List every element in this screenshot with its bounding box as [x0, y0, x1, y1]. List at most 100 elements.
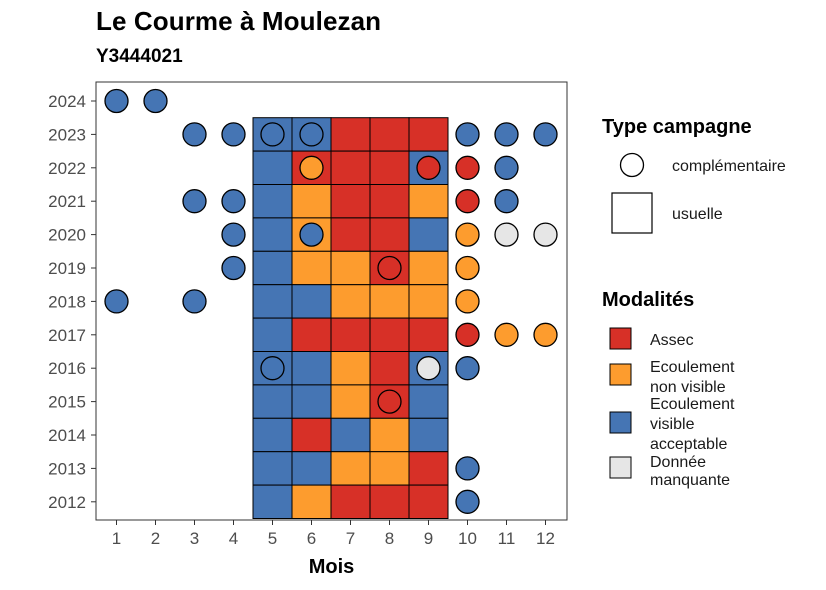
legend-label-modalite: Assec	[650, 332, 694, 349]
tile-2021-7	[330, 184, 371, 219]
point-2015-8	[377, 389, 402, 414]
tile-2020-7	[330, 217, 371, 252]
tile-2018-9	[408, 284, 449, 319]
tile-2013-7	[330, 451, 371, 486]
tile-2015-6	[291, 384, 332, 419]
legend-label-modalite: non visible	[650, 379, 726, 396]
tile-2016-6	[291, 351, 332, 386]
legend-label-modalite: visible	[650, 416, 695, 433]
legend-label-modalite: Ecoulement	[650, 359, 735, 376]
tile-2019-7	[330, 250, 371, 286]
point-2012-10	[455, 489, 480, 514]
legend-key-complementaire	[619, 152, 645, 178]
point-2023-3	[182, 122, 207, 147]
tile-2015-5	[252, 384, 293, 419]
tile-2018-6	[291, 284, 332, 319]
x-tick-label: 10	[458, 529, 477, 548]
point-2022-11	[494, 155, 519, 180]
tile-2023-8	[369, 117, 410, 152]
y-axis-ticks: 2012 2013 2014 2015 2016 2017 2018 2019 2020 2021…	[48, 92, 96, 512]
point-2023-10	[455, 122, 480, 147]
point-2021-4	[221, 189, 246, 214]
tile-2017-7	[330, 317, 371, 353]
tile-2022-7	[330, 150, 371, 186]
complementaire-points	[104, 88, 558, 514]
legend-type-campagne: Type campagne complémentaire usuelle	[602, 116, 786, 234]
point-2022-10	[455, 155, 480, 180]
point-2016-10	[455, 356, 480, 381]
tile-2013-6	[291, 451, 332, 486]
point-2018-10	[455, 289, 480, 314]
tile-2013-9	[408, 451, 449, 486]
y-tick-label: 2017	[48, 326, 86, 345]
y-tick-label: 2024	[48, 92, 86, 111]
tile-2019-6	[291, 250, 332, 286]
point-2023-6	[299, 122, 324, 147]
tile-2014-8	[369, 417, 410, 453]
x-tick-label: 1	[112, 529, 121, 548]
tile-2023-7	[330, 117, 371, 152]
tile-2018-5	[252, 284, 293, 319]
y-tick-label: 2016	[48, 359, 86, 378]
point-2018-1	[104, 289, 129, 314]
tile-2018-8	[369, 284, 410, 319]
tile-2017-5	[252, 317, 293, 353]
point-2023-12	[533, 122, 558, 147]
tile-2023-9	[408, 117, 449, 152]
x-tick-label: 12	[536, 529, 555, 548]
legend-label-modalite: Ecoulement	[650, 396, 735, 413]
point-2022-9	[416, 155, 441, 180]
x-tick-label: 4	[229, 529, 238, 548]
tile-2014-5	[252, 417, 293, 453]
point-2023-4	[221, 122, 246, 147]
legend-title-type: Type campagne	[602, 116, 752, 138]
tile-2015-7	[330, 384, 371, 419]
point-2023-5	[260, 122, 285, 147]
point-2017-11	[494, 322, 519, 347]
tile-2016-8	[369, 351, 410, 386]
tile-2020-8	[369, 217, 410, 252]
point-2020-10	[455, 222, 480, 247]
tile-2012-5	[252, 484, 293, 520]
point-2013-10	[455, 456, 480, 481]
tile-2012-7	[330, 484, 371, 520]
tile-2021-9	[408, 184, 449, 219]
legend-label-complementaire: complémentaire	[672, 158, 786, 175]
usuelle-tiles	[252, 117, 449, 520]
tile-2021-8	[369, 184, 410, 219]
legend-label-modalite: acceptable	[650, 436, 727, 453]
chart-subtitle: Y3444021	[96, 46, 183, 67]
y-tick-label: 2023	[48, 125, 86, 144]
point-2019-8	[377, 255, 402, 281]
y-tick-label: 2019	[48, 259, 86, 278]
x-tick-label: 6	[307, 529, 316, 548]
tile-2019-9	[408, 250, 449, 286]
x-axis-ticks: 1 2 3 4 5 6 7 8 9 10 11 12	[112, 520, 555, 548]
legend-label-usuelle: usuelle	[672, 206, 723, 223]
x-tick-label: 7	[346, 529, 355, 548]
legend-key-modalite	[609, 363, 632, 386]
legend-title-modalites: Modalités	[602, 289, 694, 311]
legend-key-modalite	[609, 456, 632, 479]
point-2023-11	[494, 122, 519, 147]
point-2020-12	[533, 222, 558, 247]
x-tick-label: 5	[268, 529, 277, 548]
y-tick-label: 2012	[48, 493, 86, 512]
tile-2012-6	[291, 484, 332, 520]
y-tick-label: 2022	[48, 159, 86, 178]
point-2024-2	[143, 88, 168, 114]
x-tick-label: 2	[151, 529, 160, 548]
point-2021-11	[494, 189, 519, 214]
point-2024-1	[104, 88, 129, 114]
legend-key-modalite	[609, 327, 632, 350]
x-tick-label: 8	[385, 529, 394, 548]
tile-2012-8	[369, 484, 410, 520]
point-2020-6	[299, 222, 324, 247]
tile-2014-7	[330, 417, 371, 453]
point-2017-12	[533, 322, 558, 347]
y-tick-label: 2014	[48, 426, 86, 445]
x-tick-label: 9	[424, 529, 433, 548]
tile-2013-5	[252, 451, 293, 486]
tile-2022-8	[369, 150, 410, 186]
point-2021-3	[182, 189, 207, 214]
